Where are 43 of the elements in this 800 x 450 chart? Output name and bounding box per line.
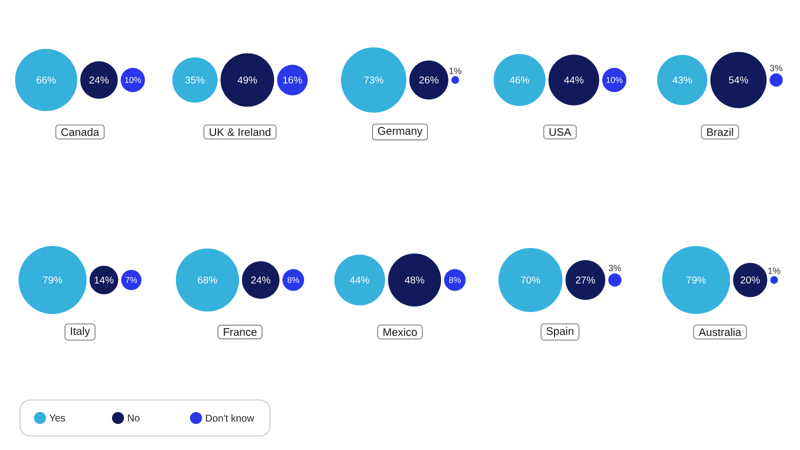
data-label: 48% [404, 276, 424, 284]
data-label: 79% [43, 276, 62, 284]
data-label: 70% [521, 276, 540, 284]
data-label: 1% [449, 68, 462, 74]
data-label: 7% [126, 277, 138, 283]
category-label: USA [550, 128, 572, 136]
data-label: 79% [686, 276, 706, 284]
data-label: 26% [419, 76, 438, 84]
data-label: 43% [672, 76, 692, 84]
data-label: 3% [608, 264, 622, 272]
category-label: Brazil [707, 128, 733, 136]
category-label: France [224, 328, 257, 336]
data-label: 10% [606, 77, 622, 83]
data-label: 44% [350, 276, 370, 284]
data-label: 27% [576, 276, 596, 284]
data-label: 44% [564, 76, 584, 84]
category-label: UK & Ireland [210, 128, 270, 136]
data-label: 16% [283, 76, 302, 84]
data-label: 10% [124, 77, 141, 83]
data-label: 54% [728, 76, 748, 84]
data-label: 68% [198, 276, 218, 284]
data-label: 1% [768, 268, 780, 274]
data-label: 8% [449, 277, 461, 283]
data-label: 3% [770, 64, 782, 72]
legend-label: Don't know [206, 414, 254, 422]
data-label: 24% [90, 76, 109, 84]
data-label: 8% [288, 277, 300, 283]
data-label: 49% [238, 76, 257, 84]
data-label: 24% [251, 276, 270, 284]
legend-label: Yes [49, 414, 66, 422]
data-label: 14% [94, 276, 114, 284]
legend-label: No [128, 414, 140, 422]
category-label: Canada [61, 128, 100, 136]
data-label: 73% [364, 76, 384, 84]
data-label: 20% [740, 276, 760, 284]
data-label: 35% [185, 76, 205, 84]
category-label: Italy [70, 326, 90, 338]
category-label: Germany [378, 127, 423, 137]
category-label: Mexico [384, 328, 417, 336]
data-label: 66% [36, 76, 56, 84]
data-label: 46% [510, 76, 530, 84]
category-label: Australia [698, 328, 742, 336]
category-label: Spain [546, 326, 574, 338]
